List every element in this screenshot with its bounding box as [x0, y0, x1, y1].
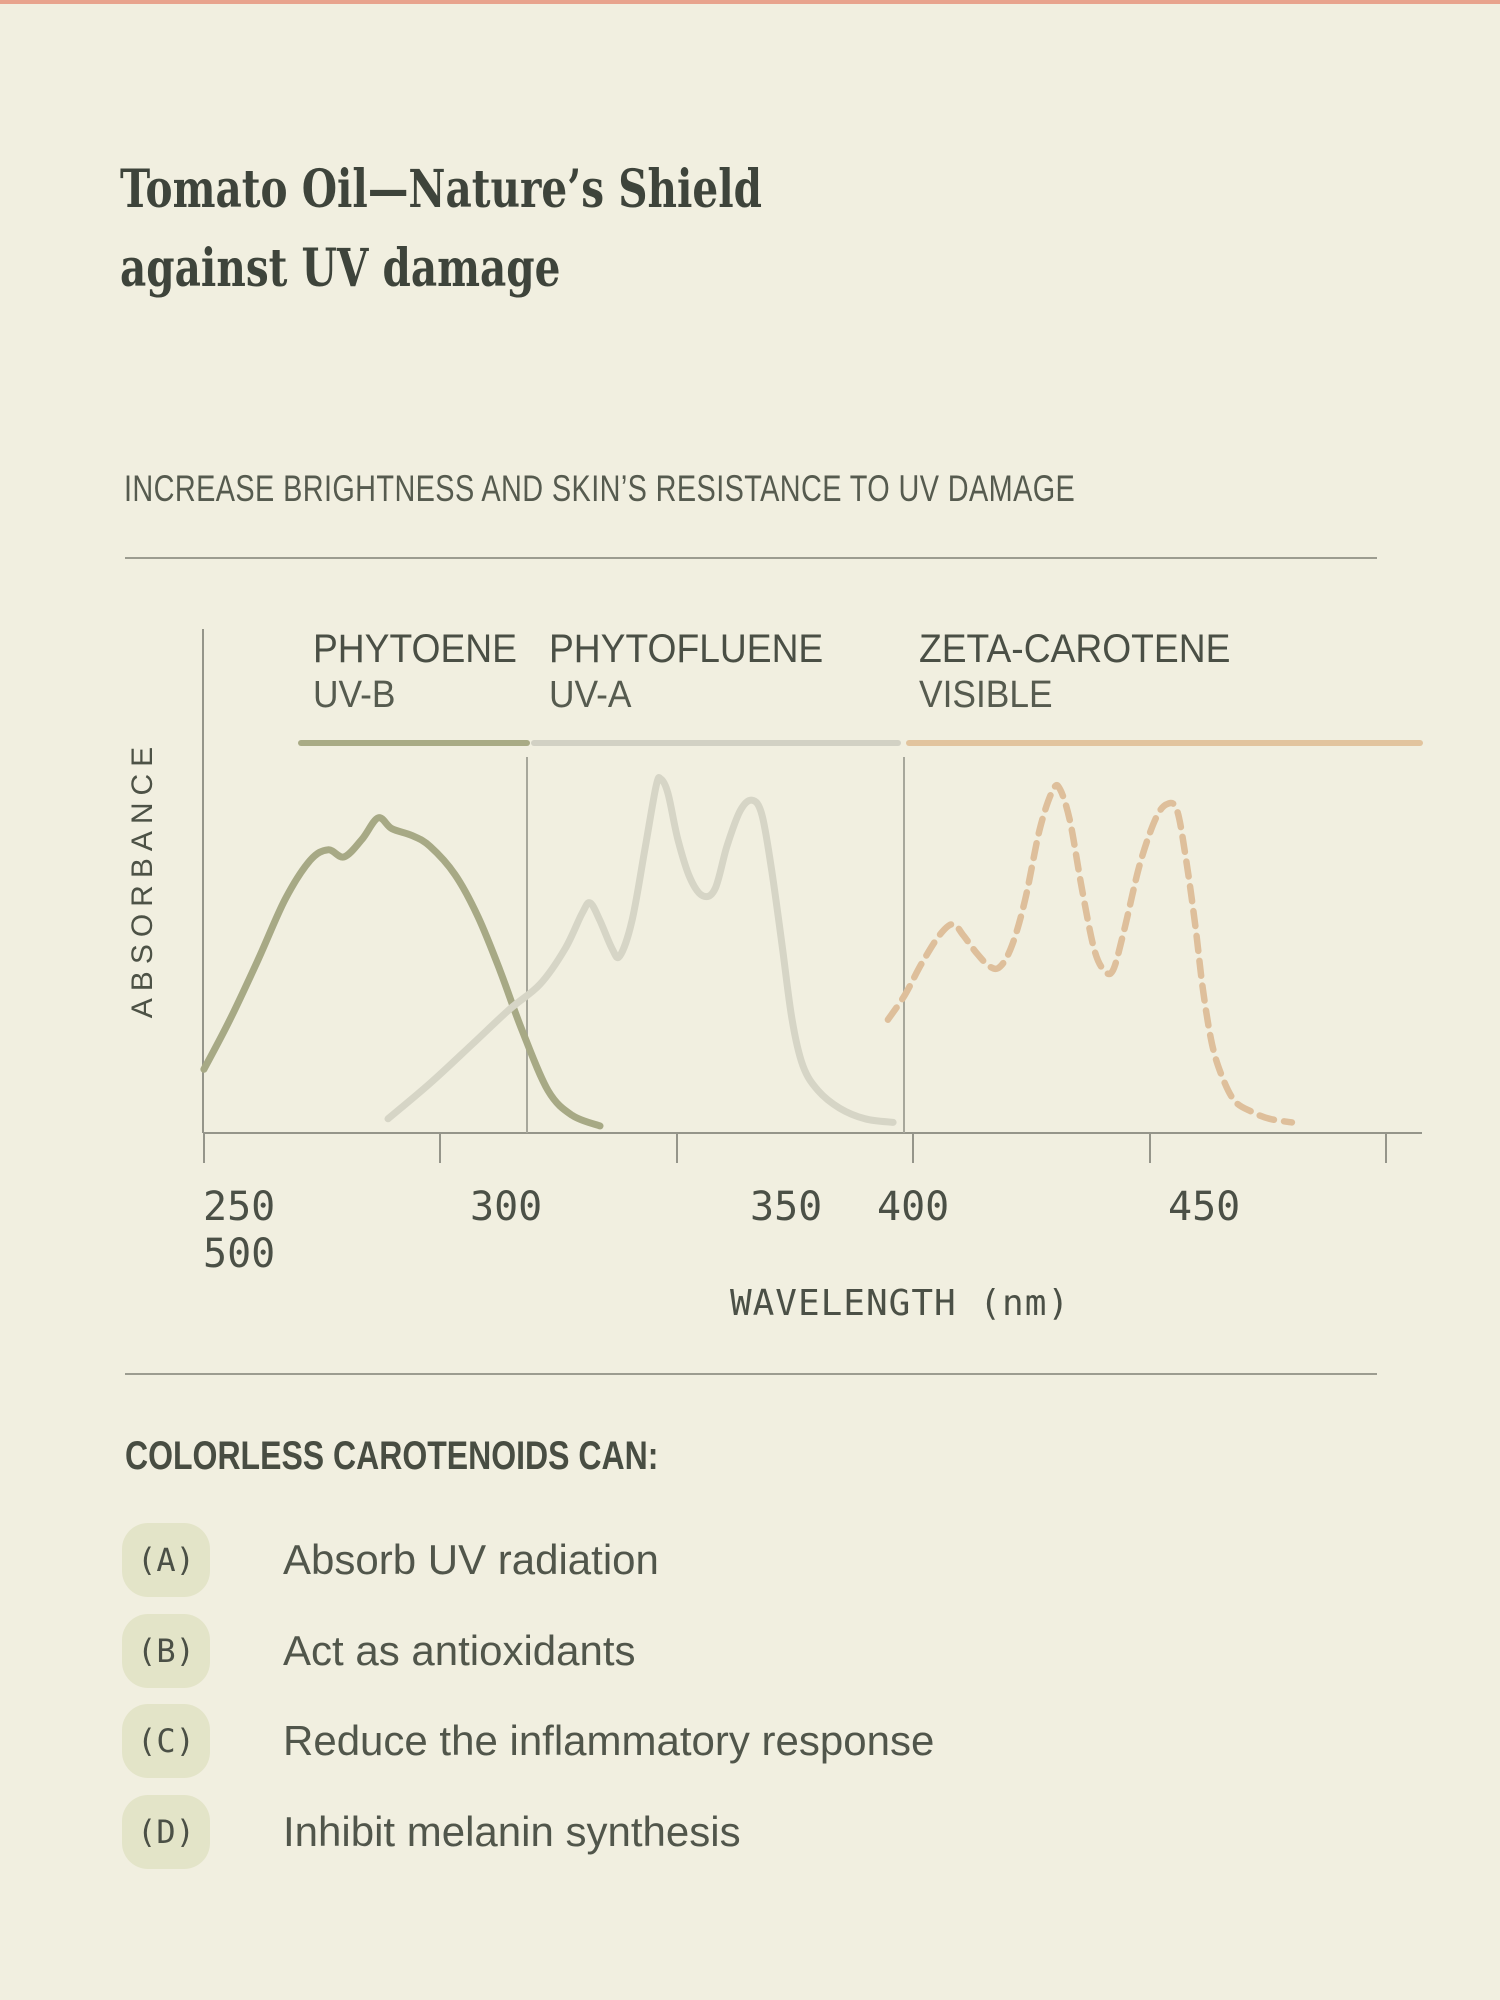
x-tick-450: [1149, 1133, 1151, 1163]
page-title: Tomato Oil—Nature’s Shield against UV da…: [120, 150, 762, 308]
benefits-heading: COLORLESS CAROTENOIDS CAN:: [125, 1434, 659, 1478]
badge-d: (D): [122, 1795, 210, 1869]
x-axis-line: [203, 1132, 1422, 1134]
uvb-band-bar: [298, 740, 530, 746]
phytoene-curve: [200, 814, 604, 1130]
section-band: UV-B: [313, 674, 396, 716]
x-tick-250: [203, 1133, 205, 1163]
benefit-item-d: Inhibit melanin synthesis: [283, 1808, 741, 1855]
band-divider-uva-visible: [903, 757, 905, 1133]
section-label-phytoene: PHYTOENE UV-B: [313, 626, 517, 718]
x-axis-label: WAVELENGTH (nm): [729, 1283, 1071, 1324]
x-tick-label-450: 450: [1168, 1184, 1241, 1230]
section-label-phytofluene: PHYTOFLUENE UV-A: [549, 626, 823, 718]
y-axis-line: [202, 629, 204, 1133]
x-tick-500: [1385, 1133, 1387, 1163]
section-name: PHYTOENE: [313, 627, 517, 671]
uva-band-bar: [531, 740, 901, 746]
band-divider-uvb-uva: [526, 757, 528, 1133]
badge-c: (C): [122, 1704, 210, 1778]
x-tick-label-250: 250: [203, 1184, 276, 1230]
section-name: PHYTOFLUENE: [549, 627, 824, 671]
divider-top: [125, 557, 1377, 559]
section-band: UV-A: [549, 674, 632, 716]
x-tick-label-300: 300: [470, 1184, 543, 1230]
section-label-zeta-carotene: ZETA-CAROTENE VISIBLE: [919, 626, 1230, 718]
x-tick-label-400: 400: [877, 1184, 950, 1230]
divider-bottom: [125, 1373, 1377, 1375]
phytofluene-curve: [384, 774, 897, 1126]
x-tick-400: [912, 1133, 914, 1163]
section-name: ZETA-CAROTENE: [919, 627, 1231, 671]
zeta-carotene-curve: [884, 781, 1296, 1126]
section-band: VISIBLE: [919, 674, 1053, 716]
visible-band-bar: [906, 740, 1423, 746]
benefit-item-b: Act as antioxidants: [283, 1627, 636, 1674]
x-tick-350: [676, 1133, 678, 1163]
top-accent-strip: [0, 0, 1500, 4]
badge-a: (A): [122, 1523, 210, 1597]
x-tick-300: [439, 1133, 441, 1163]
x-tick-label-500: 500: [203, 1231, 276, 1277]
page-title-line2: against UV damage: [120, 238, 561, 299]
badge-b: (B): [122, 1614, 210, 1688]
y-axis-label: ABSORBANCE: [126, 739, 159, 1019]
benefit-item-a: Absorb UV radiation: [283, 1536, 659, 1583]
x-tick-label-350: 350: [750, 1184, 823, 1230]
page-subtitle: INCREASE BRIGHTNESS AND SKIN’S RESISTANC…: [124, 468, 1076, 509]
benefit-item-c: Reduce the inflammatory response: [283, 1717, 935, 1764]
page-title-line1: Tomato Oil—Nature’s Shield: [120, 159, 762, 220]
